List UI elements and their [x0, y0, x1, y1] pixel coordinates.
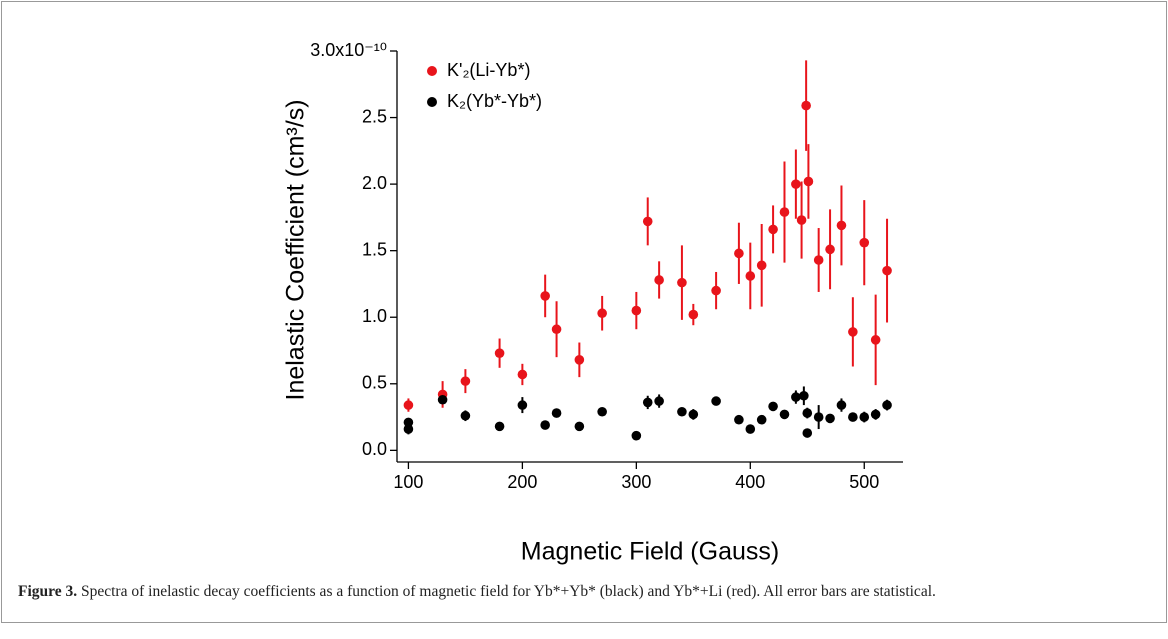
data-point	[631, 305, 642, 316]
data-point	[768, 224, 778, 235]
figure-frame	[1, 1, 1167, 623]
data-point	[756, 260, 767, 271]
legend-label: K'₂(Li-Yb*)	[447, 60, 530, 80]
y-tick-label: 0.0	[362, 439, 387, 459]
data-point	[734, 414, 744, 425]
data-point	[813, 255, 824, 265]
data-point	[825, 413, 835, 424]
data-point	[734, 248, 744, 259]
data-point	[799, 390, 809, 401]
data-point	[688, 409, 699, 420]
data-point	[688, 309, 699, 320]
data-point	[779, 207, 790, 217]
data-point	[631, 430, 642, 441]
data-point	[859, 237, 870, 248]
data-point	[642, 216, 653, 227]
data-point	[870, 409, 881, 420]
data-point	[711, 285, 721, 296]
y-tick-label: 2.5	[362, 106, 387, 126]
data-point	[642, 397, 653, 408]
data-point	[870, 335, 881, 345]
x-axis-title: Magnetic Field (Gauss)	[521, 538, 779, 566]
data-point	[403, 424, 414, 434]
data-point	[825, 244, 835, 255]
data-point	[494, 421, 505, 432]
x-tick-label: 300	[621, 472, 651, 492]
data-point	[768, 401, 778, 412]
data-point	[437, 394, 448, 405]
data-point	[848, 327, 858, 337]
data-point	[597, 406, 607, 417]
data-point	[403, 417, 414, 428]
data-point	[848, 412, 858, 422]
caption-label: Figure 3.	[18, 583, 78, 600]
y-tick-label: 3.0x10⁻¹⁰	[310, 40, 387, 60]
data-point	[803, 176, 814, 187]
y-axis-title: Inelastic Coefficient (cm³/s)	[282, 99, 310, 400]
data-point	[791, 392, 801, 402]
legend-marker	[427, 97, 437, 107]
legend-label: K₂(Yb*-Yb*)	[447, 91, 542, 111]
caption-text: Spectra of inelastic decay coefficients …	[77, 583, 936, 600]
data-point	[711, 396, 721, 406]
data-point	[745, 424, 756, 434]
data-point	[779, 409, 790, 420]
data-point	[882, 265, 892, 276]
data-point	[654, 275, 664, 285]
data-point	[517, 369, 528, 380]
data-point	[494, 348, 505, 358]
data-point	[551, 408, 562, 418]
data-point	[859, 412, 870, 422]
data-point	[677, 406, 687, 417]
data-point	[540, 420, 550, 430]
data-point	[745, 271, 756, 281]
data-point	[801, 100, 811, 111]
data-point	[460, 410, 471, 421]
data-point	[574, 355, 585, 365]
data-point	[403, 400, 414, 410]
data-point	[551, 324, 562, 335]
data-point	[796, 215, 807, 225]
legend-marker	[427, 66, 437, 76]
x-tick-label: 400	[735, 472, 765, 492]
data-point	[597, 308, 607, 319]
data-point	[836, 400, 847, 410]
data-point	[813, 412, 824, 422]
x-tick-label: 500	[849, 472, 879, 492]
data-point	[540, 291, 550, 301]
data-point	[802, 408, 813, 418]
y-tick-label: 1.0	[362, 306, 387, 326]
data-point	[882, 400, 892, 410]
data-point	[677, 277, 687, 288]
x-tick-label: 200	[507, 472, 537, 492]
data-point	[836, 220, 847, 231]
data-point	[574, 421, 585, 432]
data-point	[654, 396, 664, 406]
x-tick-label: 100	[393, 472, 423, 492]
y-tick-label: 0.5	[362, 373, 387, 393]
data-point	[791, 179, 801, 189]
data-point	[802, 428, 813, 438]
caption: Figure 3. Spectra of inelastic decay coe…	[18, 582, 1148, 602]
data-point	[460, 376, 471, 386]
y-tick-label: 2.0	[362, 173, 387, 193]
data-point	[756, 414, 767, 425]
y-tick-label: 1.5	[362, 239, 387, 259]
data-point	[517, 400, 528, 410]
